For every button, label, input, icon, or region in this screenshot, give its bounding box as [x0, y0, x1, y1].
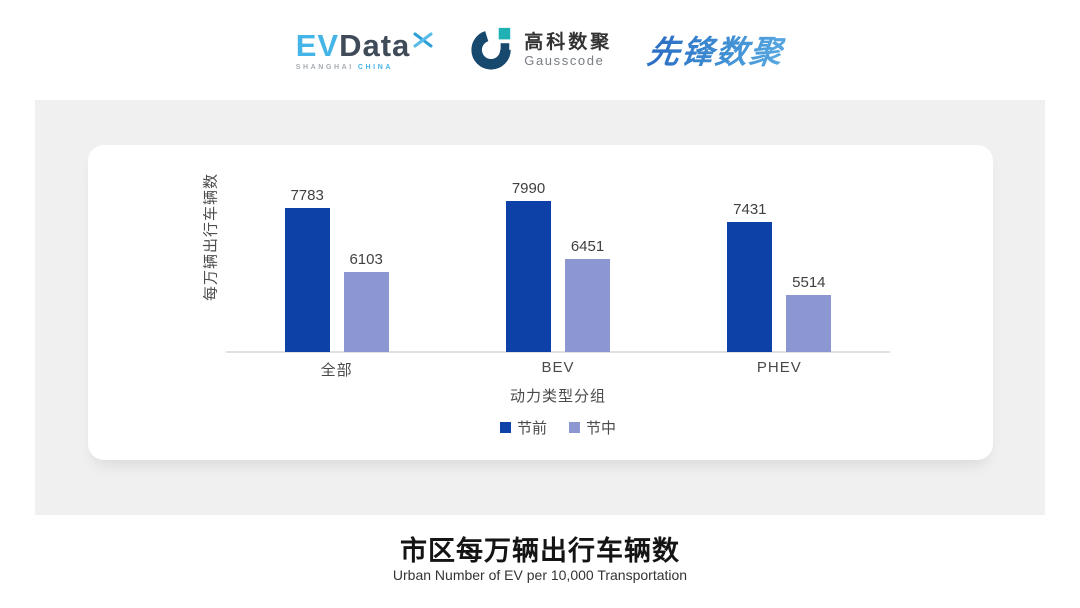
bar-value-label: 6103	[349, 251, 383, 269]
evdata-logo: EV Data SHANGHAI CHINA	[296, 30, 434, 71]
evdata-shanghai-text: SHANGHAI	[295, 63, 354, 71]
gausscode-en-text: Gausscode	[524, 53, 605, 69]
evdata-tagline: SHANGHAI CHINA	[296, 64, 393, 71]
bar-value-label: 7990	[511, 179, 546, 197]
category-label: PHEV	[756, 359, 802, 376]
legend-label: 节中	[586, 420, 617, 437]
report-title: 市区每万辆出行车辆数	[400, 536, 680, 566]
y-axis-label: 每万辆出行车辆数	[202, 172, 220, 302]
bar-value-label: 7783	[290, 187, 324, 205]
bar	[284, 208, 330, 352]
x-axis-line	[226, 351, 890, 353]
bar	[727, 221, 773, 352]
legend-label: 节前	[516, 420, 547, 437]
gausscode-g-icon	[469, 25, 515, 76]
xianfeng-shuju-logo: 先锋数聚	[645, 27, 787, 73]
bar	[565, 258, 610, 352]
evdata-star-icon	[413, 24, 433, 55]
chart-legend: 节前 节中	[499, 417, 616, 438]
category-label: 全部	[320, 362, 353, 379]
evdata-china-text: CHINA	[357, 63, 394, 71]
evdata-wordmark: EV Data	[296, 30, 434, 61]
legend-item: 节前	[499, 417, 547, 438]
bar	[506, 200, 551, 352]
evdata-ev-text: EV	[295, 27, 340, 63]
logo-header: EV Data SHANGHAI CHINA	[0, 0, 1080, 100]
report-subtitle: Urban Number of EV per 10,000 Transporta…	[392, 567, 688, 583]
x-axis-title: 动力类型分组	[509, 388, 607, 405]
legend-swatch	[499, 422, 511, 433]
chart-panel: 每万辆出行车辆数 动力类型分组 节前 节中 全部 7783 6103 BEV 7990 64…	[35, 100, 1045, 515]
gausscode-wordmark: 高科数聚 Gausscode	[524, 32, 612, 69]
chart-card: 每万辆出行车辆数 动力类型分组 节前 节中 全部 7783 6103 BEV 7990 64…	[88, 145, 993, 460]
evdata-data-text: Data	[339, 27, 411, 63]
category-label: BEV	[541, 359, 575, 376]
bar-value-label: 6451	[570, 237, 605, 255]
legend-item: 节中	[569, 417, 616, 438]
bar-value-label: 5514	[792, 273, 826, 291]
bar-value-label: 7431	[733, 200, 767, 218]
gausscode-cn-text: 高科数聚	[524, 31, 613, 53]
bar	[786, 294, 832, 352]
legend-swatch	[569, 422, 580, 433]
bar	[343, 272, 389, 352]
gausscode-logo: 高科数聚 Gausscode	[469, 25, 612, 76]
